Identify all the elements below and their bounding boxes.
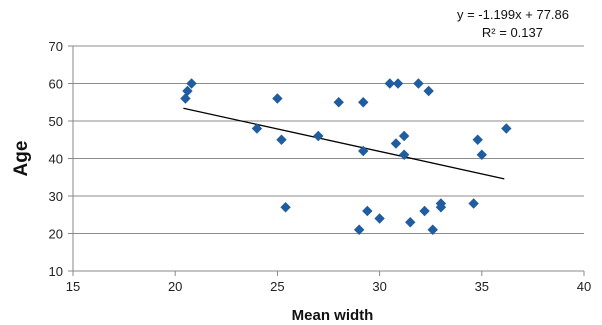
y-axis-title: Age [11, 141, 32, 177]
data-point-27 [472, 134, 483, 145]
x-tick-label-5: 40 [577, 279, 591, 294]
trendline-equation: y = -1.199x + 77.86 [457, 7, 569, 22]
trendline [183, 107, 505, 180]
data-point-11 [358, 145, 369, 157]
data-point-10 [358, 97, 369, 108]
trendline-group [183, 107, 505, 180]
y-tick-label-4: 50 [49, 114, 63, 129]
x-tick-label-0: 15 [66, 279, 80, 294]
y-tick-label-3: 40 [49, 152, 63, 167]
data-point-26 [468, 198, 479, 209]
y-tick-label-5: 60 [49, 77, 63, 92]
data-point-28 [476, 149, 487, 160]
y-tick-label-2: 30 [49, 189, 63, 204]
data-point-9 [353, 224, 365, 235]
data-point-8 [333, 97, 344, 108]
data-point-14 [384, 78, 396, 89]
gridlines [73, 45, 584, 234]
data-point-2 [186, 78, 197, 89]
data-point-17 [398, 130, 410, 142]
data-point-12 [362, 205, 373, 217]
data-point-18 [398, 149, 410, 160]
x-tick-label-2: 25 [270, 279, 284, 294]
x-tick-label-4: 35 [475, 279, 489, 294]
data-point-21 [419, 205, 430, 217]
trendline-r-squared: R² = 0.137 [482, 25, 543, 40]
x-axis-ticks: 15 20 25 30 35 40 [66, 271, 591, 294]
data-point-7 [313, 130, 324, 142]
data-point-3 [251, 123, 263, 134]
data-point-4 [272, 93, 283, 104]
data-point-1 [182, 85, 193, 97]
data-point-25 [435, 198, 447, 209]
data-point-6 [280, 202, 291, 213]
y-axis-ticks: 10 20 30 40 50 60 70 [49, 39, 73, 279]
data-point-0 [180, 93, 191, 104]
y-tick-label-6: 70 [49, 39, 63, 54]
data-point-16 [392, 78, 404, 89]
x-tick-label-3: 30 [372, 279, 386, 294]
y-tick-label-0: 10 [49, 264, 63, 279]
data-point-15 [390, 138, 402, 149]
data-point-5 [276, 134, 287, 145]
data-point-23 [427, 224, 438, 235]
data-point-22 [423, 85, 434, 97]
data-point-13 [374, 213, 385, 224]
y-tick-label-1: 20 [49, 227, 63, 242]
data-point-19 [405, 217, 416, 228]
data-point-20 [413, 78, 424, 89]
x-axis-title: Mean width [292, 307, 374, 324]
data-points [180, 78, 512, 235]
x-tick-label-1: 20 [168, 279, 182, 294]
data-point-29 [501, 123, 512, 134]
